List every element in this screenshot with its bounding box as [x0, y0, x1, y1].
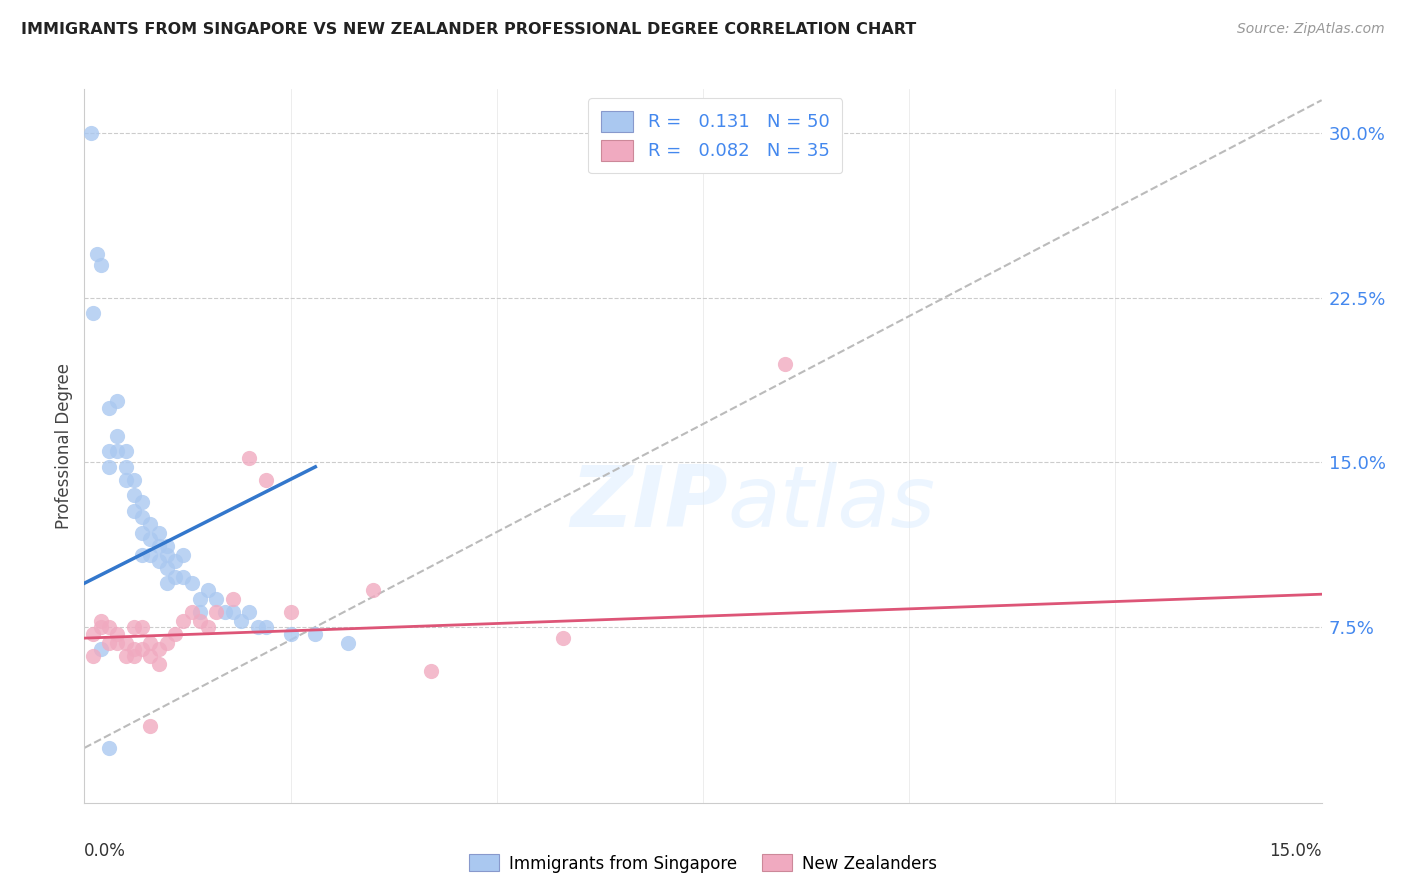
Point [222, 605, 245, 619]
Point [98, 459, 121, 474]
Point [131, 548, 153, 562]
Point [114, 635, 136, 649]
Point [148, 539, 170, 553]
Text: 0.0%: 0.0% [84, 842, 127, 860]
Legend: Immigrants from Singapore, New Zealanders: Immigrants from Singapore, New Zealander… [463, 847, 943, 880]
Point [337, 635, 360, 649]
Point [148, 642, 170, 657]
Point [188, 614, 211, 628]
Point [148, 554, 170, 568]
Point [98, 635, 121, 649]
Point [551, 631, 574, 645]
Point [131, 525, 153, 540]
Point [139, 533, 162, 547]
Point [122, 504, 145, 518]
Point [139, 719, 162, 733]
Point [172, 548, 194, 562]
Point [131, 620, 153, 634]
Point [114, 459, 136, 474]
Point [139, 548, 162, 562]
Point [122, 473, 145, 487]
Point [304, 626, 326, 640]
Point [139, 635, 162, 649]
Point [180, 576, 202, 591]
Point [80, 126, 103, 140]
Point [90, 620, 112, 634]
Point [105, 635, 128, 649]
Point [131, 642, 153, 657]
Point [165, 626, 187, 640]
Point [156, 561, 179, 575]
Point [98, 444, 121, 458]
Point [361, 582, 384, 597]
Point [254, 620, 277, 634]
Point [105, 429, 128, 443]
Point [148, 525, 170, 540]
Point [82, 626, 104, 640]
Point [180, 605, 202, 619]
Point [98, 620, 121, 634]
Point [122, 488, 145, 502]
Point [114, 444, 136, 458]
Point [86, 247, 108, 261]
Point [419, 664, 441, 678]
Point [139, 648, 162, 663]
Point [165, 569, 187, 583]
Point [214, 605, 236, 619]
Point [139, 516, 162, 531]
Point [229, 614, 252, 628]
Point [156, 576, 179, 591]
Point [238, 605, 260, 619]
Point [90, 614, 112, 628]
Point [280, 626, 302, 640]
Point [156, 635, 179, 649]
Point [114, 473, 136, 487]
Point [98, 401, 121, 415]
Text: IMMIGRANTS FROM SINGAPORE VS NEW ZEALANDER PROFESSIONAL DEGREE CORRELATION CHART: IMMIGRANTS FROM SINGAPORE VS NEW ZEALAND… [21, 22, 917, 37]
Point [122, 620, 145, 634]
Point [98, 740, 121, 755]
Text: 15.0%: 15.0% [1270, 842, 1322, 860]
Point [82, 648, 104, 663]
Point [90, 642, 112, 657]
Point [280, 605, 302, 619]
Point [156, 548, 179, 562]
Point [188, 591, 211, 606]
Point [238, 451, 260, 466]
Point [172, 614, 194, 628]
Point [172, 569, 194, 583]
Point [205, 591, 228, 606]
Point [205, 605, 228, 619]
Point [105, 394, 128, 409]
Text: ZIP: ZIP [569, 461, 728, 545]
Point [105, 444, 128, 458]
Point [114, 648, 136, 663]
Text: Source: ZipAtlas.com: Source: ZipAtlas.com [1237, 22, 1385, 37]
Point [105, 626, 128, 640]
Point [197, 582, 219, 597]
Point [775, 357, 797, 371]
Point [82, 306, 104, 320]
Point [246, 620, 269, 634]
Point [156, 539, 179, 553]
Point [122, 642, 145, 657]
Point [122, 648, 145, 663]
Point [90, 258, 112, 272]
Point [131, 495, 153, 509]
Text: atlas: atlas [728, 461, 936, 545]
Point [131, 510, 153, 524]
Legend: R =   0.131   N = 50, R =   0.082   N = 35: R = 0.131 N = 50, R = 0.082 N = 35 [588, 98, 842, 173]
Point [188, 605, 211, 619]
Point [197, 620, 219, 634]
Y-axis label: Professional Degree: Professional Degree [55, 363, 73, 529]
Point [165, 554, 187, 568]
Point [254, 473, 277, 487]
Point [222, 591, 245, 606]
Point [148, 657, 170, 672]
